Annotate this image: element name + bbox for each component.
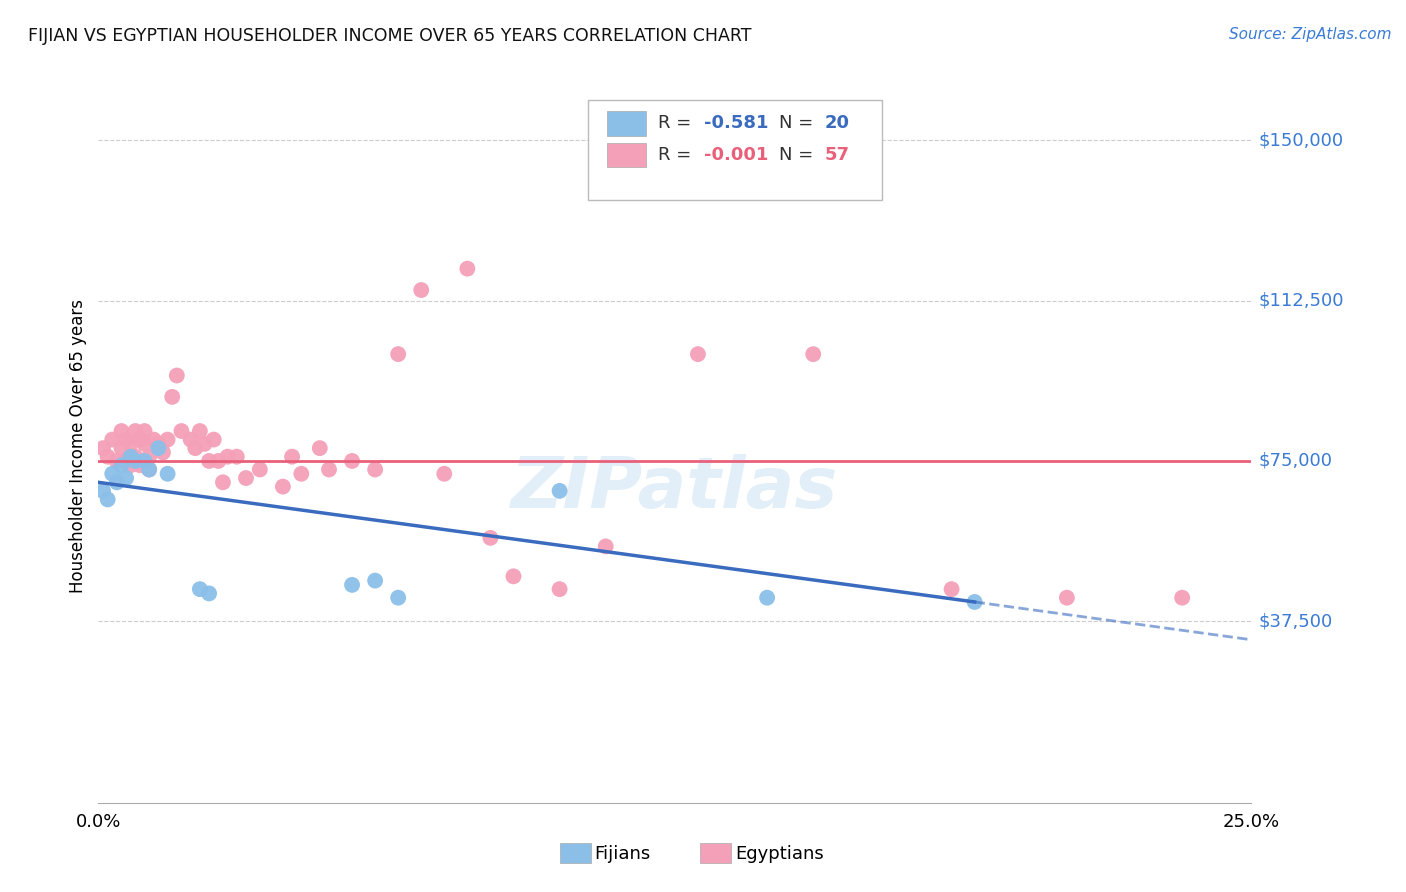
- Text: Source: ZipAtlas.com: Source: ZipAtlas.com: [1229, 27, 1392, 42]
- Point: [290, 467, 312, 481]
- Point: [124, 450, 146, 464]
- Point: [387, 591, 409, 605]
- Point: [217, 450, 239, 464]
- Point: [387, 347, 409, 361]
- Text: ZIPatlas: ZIPatlas: [512, 454, 838, 524]
- Text: N =: N =: [779, 146, 818, 164]
- Point: [91, 441, 114, 455]
- Point: [963, 595, 986, 609]
- Text: R =: R =: [658, 114, 696, 132]
- Point: [308, 441, 330, 455]
- Text: 57: 57: [825, 146, 849, 164]
- Text: $112,500: $112,500: [1258, 292, 1344, 310]
- Point: [180, 433, 202, 447]
- Point: [101, 433, 124, 447]
- Point: [941, 582, 963, 596]
- FancyBboxPatch shape: [607, 112, 647, 136]
- Point: [91, 483, 114, 498]
- Point: [198, 586, 221, 600]
- Point: [138, 462, 160, 476]
- Point: [124, 454, 146, 468]
- Text: $37,500: $37,500: [1258, 612, 1333, 630]
- Point: [548, 582, 571, 596]
- Point: [188, 424, 211, 438]
- Point: [134, 424, 156, 438]
- Point: [281, 450, 304, 464]
- Point: [198, 454, 221, 468]
- Point: [152, 445, 174, 459]
- Point: [120, 437, 142, 451]
- Text: $75,000: $75,000: [1258, 452, 1333, 470]
- Point: [202, 433, 225, 447]
- Point: [105, 454, 128, 468]
- Point: [160, 390, 183, 404]
- Point: [166, 368, 188, 383]
- Point: [115, 433, 138, 447]
- Point: [124, 424, 146, 438]
- Point: [548, 483, 571, 498]
- Text: N =: N =: [779, 114, 818, 132]
- Point: [479, 531, 502, 545]
- Point: [97, 492, 120, 507]
- Point: [156, 467, 179, 481]
- Point: [101, 467, 124, 481]
- Point: [142, 433, 165, 447]
- Point: [148, 437, 170, 451]
- Point: [134, 437, 156, 451]
- Point: [115, 471, 138, 485]
- Point: [340, 454, 363, 468]
- Text: R =: R =: [658, 146, 696, 164]
- Point: [318, 462, 340, 476]
- Point: [207, 454, 229, 468]
- Text: Fijians: Fijians: [595, 845, 651, 863]
- Text: $150,000: $150,000: [1258, 131, 1344, 150]
- Point: [129, 458, 152, 473]
- FancyBboxPatch shape: [607, 143, 647, 167]
- Point: [120, 450, 142, 464]
- Point: [1056, 591, 1078, 605]
- Point: [225, 450, 247, 464]
- Point: [120, 458, 142, 473]
- Y-axis label: Householder Income Over 65 years: Householder Income Over 65 years: [69, 299, 87, 593]
- Point: [188, 582, 211, 596]
- Point: [595, 540, 617, 554]
- Text: Egyptians: Egyptians: [735, 845, 824, 863]
- Point: [105, 475, 128, 490]
- Point: [801, 347, 824, 361]
- Point: [364, 574, 387, 588]
- Point: [170, 424, 193, 438]
- Point: [1171, 591, 1194, 605]
- Point: [129, 433, 152, 447]
- Point: [235, 471, 257, 485]
- Point: [249, 462, 271, 476]
- Text: 20: 20: [825, 114, 849, 132]
- Text: -0.001: -0.001: [704, 146, 768, 164]
- Point: [148, 441, 170, 455]
- Point: [271, 480, 294, 494]
- Text: -0.581: -0.581: [704, 114, 768, 132]
- Point: [212, 475, 235, 490]
- Point: [184, 441, 207, 455]
- Point: [156, 433, 179, 447]
- Point: [502, 569, 524, 583]
- Point: [411, 283, 433, 297]
- Text: FIJIAN VS EGYPTIAN HOUSEHOLDER INCOME OVER 65 YEARS CORRELATION CHART: FIJIAN VS EGYPTIAN HOUSEHOLDER INCOME OV…: [28, 27, 752, 45]
- Point: [134, 454, 156, 468]
- Point: [456, 261, 478, 276]
- Point: [110, 458, 132, 473]
- Point: [110, 441, 132, 455]
- Point: [138, 450, 160, 464]
- Point: [97, 450, 120, 464]
- Point: [340, 578, 363, 592]
- Point: [433, 467, 456, 481]
- Point: [138, 462, 160, 476]
- Point: [115, 454, 138, 468]
- Point: [686, 347, 709, 361]
- Point: [756, 591, 779, 605]
- Point: [364, 462, 387, 476]
- Point: [193, 437, 215, 451]
- FancyBboxPatch shape: [588, 100, 883, 200]
- Point: [110, 424, 132, 438]
